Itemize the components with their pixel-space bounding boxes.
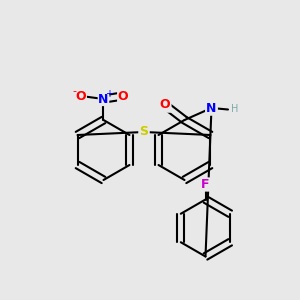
Text: S: S	[140, 125, 148, 139]
Text: F: F	[201, 178, 210, 191]
Text: -: -	[72, 85, 76, 96]
Text: +: +	[105, 88, 113, 99]
Text: O: O	[160, 98, 170, 112]
Text: N: N	[98, 92, 109, 106]
Text: O: O	[76, 89, 86, 103]
Text: H: H	[231, 104, 238, 115]
Text: N: N	[206, 101, 217, 115]
Text: O: O	[118, 89, 128, 103]
